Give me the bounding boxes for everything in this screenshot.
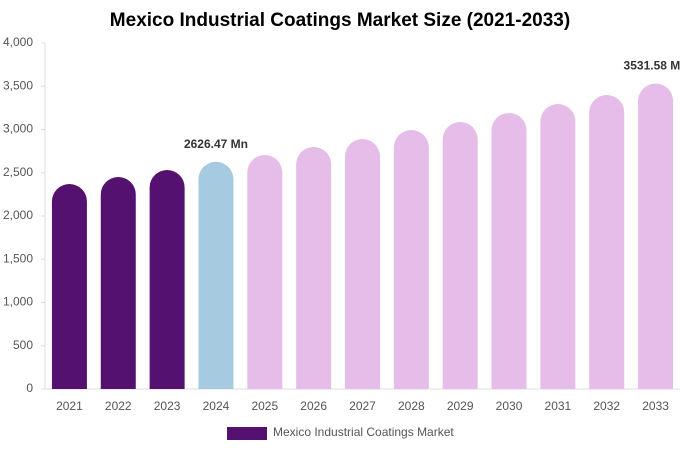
x-tick-label: 2025 bbox=[251, 399, 278, 413]
bar bbox=[247, 155, 283, 389]
x-tick-label: 2028 bbox=[398, 399, 425, 413]
chart-title: Mexico Industrial Coatings Market Size (… bbox=[110, 10, 570, 31]
bar bbox=[149, 169, 185, 389]
y-tick-label: 3,000 bbox=[3, 122, 33, 136]
x-tick-label: 2022 bbox=[105, 399, 132, 413]
x-tick-label: 2031 bbox=[545, 399, 572, 413]
bar bbox=[589, 94, 625, 389]
legend-swatch bbox=[227, 427, 267, 440]
data-label: 3531.58 Mn bbox=[624, 59, 680, 73]
bar bbox=[345, 139, 380, 389]
bar bbox=[540, 103, 576, 390]
x-tick-label: 2024 bbox=[203, 399, 230, 413]
bar bbox=[198, 161, 234, 389]
legend-label: Mexico Industrial Coatings Market bbox=[273, 425, 454, 439]
x-tick-label: 2030 bbox=[496, 399, 523, 413]
bar bbox=[296, 146, 332, 389]
data-label: 2626.47 Mn bbox=[184, 137, 248, 151]
bar bbox=[100, 177, 136, 389]
y-tick-label: 4,000 bbox=[3, 35, 33, 49]
x-tick-label: 2021 bbox=[56, 399, 83, 413]
bar bbox=[51, 184, 87, 389]
x-tick-label: 2033 bbox=[642, 399, 669, 413]
x-tick-label: 2027 bbox=[349, 399, 376, 413]
x-tick-label: 2032 bbox=[593, 399, 620, 413]
y-tick-label: 0 bbox=[26, 381, 33, 395]
y-tick-label: 1,000 bbox=[3, 295, 33, 309]
x-tick-label: 2029 bbox=[447, 399, 474, 413]
y-tick-label: 3,500 bbox=[3, 78, 33, 92]
bar bbox=[393, 130, 429, 390]
x-tick-label: 2026 bbox=[300, 399, 327, 413]
bar bbox=[638, 83, 674, 389]
y-tick-label: 2,000 bbox=[3, 208, 33, 222]
y-tick-label: 500 bbox=[13, 338, 33, 352]
bar bbox=[442, 121, 478, 390]
y-tick-label: 1,500 bbox=[3, 251, 33, 265]
bar bbox=[491, 112, 527, 389]
y-tick-label: 2,500 bbox=[3, 165, 33, 179]
x-tick-label: 2023 bbox=[154, 399, 181, 413]
